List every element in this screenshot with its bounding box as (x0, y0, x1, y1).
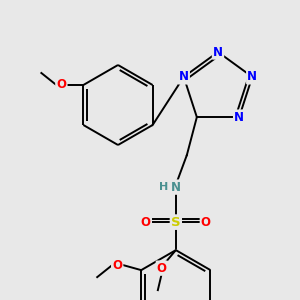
Text: O: O (141, 216, 151, 229)
Text: N: N (179, 70, 189, 83)
Text: H: H (159, 182, 169, 192)
Text: O: O (201, 216, 211, 229)
Text: N: N (234, 111, 244, 124)
Text: N: N (247, 70, 257, 83)
Text: O: O (112, 259, 122, 272)
Text: O: O (157, 262, 167, 275)
Text: N: N (171, 181, 181, 194)
Text: S: S (171, 216, 181, 229)
Text: N: N (213, 46, 223, 59)
Text: O: O (56, 79, 66, 92)
